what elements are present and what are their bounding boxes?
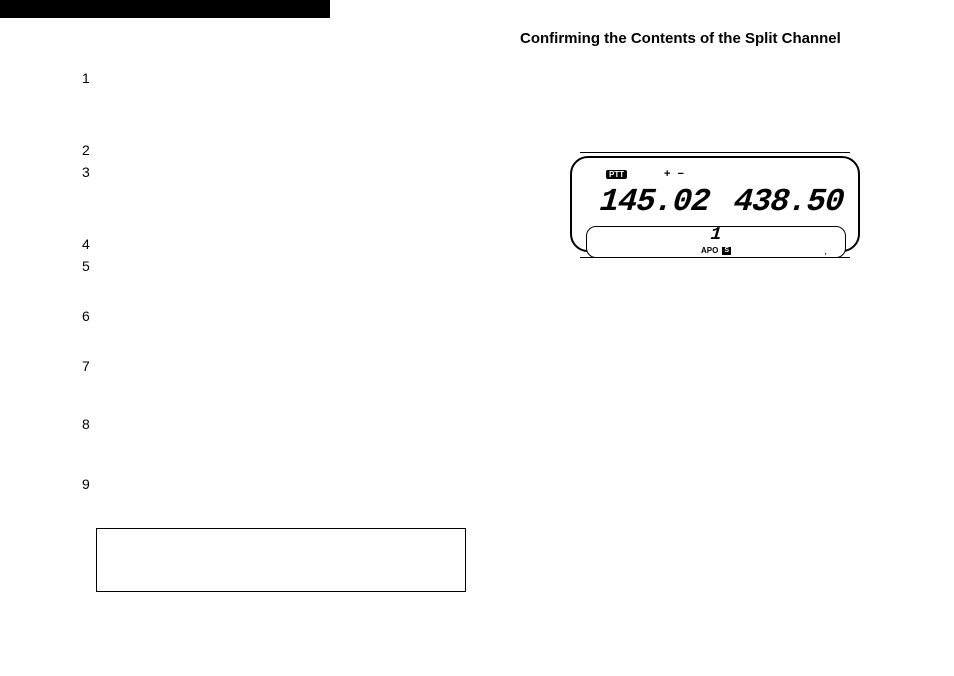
lcd-lower-frame: 1 APO S , bbox=[586, 226, 846, 258]
list-number-2: 2 bbox=[82, 142, 90, 158]
list-number-6: 6 bbox=[82, 308, 90, 324]
lcd-top-line bbox=[580, 152, 850, 153]
empty-box bbox=[96, 528, 466, 592]
lcd-upper-area: PTT + − 145.02 438.50 bbox=[586, 168, 846, 220]
s-indicator: S bbox=[722, 247, 731, 255]
lcd-display: PTT + − 145.02 438.50 1 APO S , bbox=[570, 150, 860, 258]
lcd-outer-frame: PTT + − 145.02 438.50 1 APO S , bbox=[570, 156, 860, 252]
freq-left-group: 145.02 bbox=[600, 180, 709, 218]
list-number-8: 8 bbox=[82, 416, 90, 432]
lcd-lower-main: 1 bbox=[710, 225, 723, 245]
lcd-bottom-line bbox=[580, 257, 850, 258]
list-number-3: 3 bbox=[82, 164, 90, 180]
ptt-indicator: PTT bbox=[606, 170, 627, 179]
freq-left: 145.02 bbox=[599, 186, 711, 218]
list-number-7: 7 bbox=[82, 358, 90, 374]
list-number-4: 4 bbox=[82, 236, 90, 252]
top-black-bar bbox=[0, 0, 330, 18]
lcd-comma: , bbox=[824, 246, 827, 257]
list-number-5: 5 bbox=[82, 258, 90, 274]
apo-label: APO bbox=[701, 246, 718, 255]
plus-minus-indicator: + − bbox=[664, 168, 686, 180]
freq-right-group: 438.50 bbox=[734, 180, 843, 218]
freq-right: 438.50 bbox=[733, 186, 845, 218]
section-heading: Confirming the Contents of the Split Cha… bbox=[520, 30, 841, 47]
lcd-lower-labels: APO S bbox=[701, 246, 731, 255]
list-number-9: 9 bbox=[82, 476, 90, 492]
list-number-1: 1 bbox=[82, 70, 90, 86]
